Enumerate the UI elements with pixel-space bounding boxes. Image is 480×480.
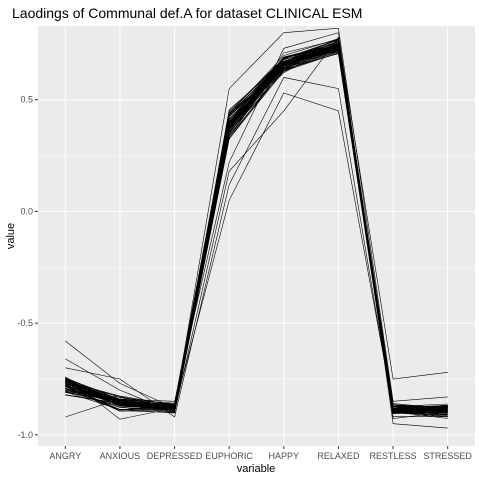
y-tick-label: 0.0: [20, 206, 33, 216]
series-line: [65, 36, 448, 413]
x-tick-label: DEPRESSED: [147, 451, 203, 461]
x-tick-label: ANGRY: [49, 451, 81, 461]
x-tick-label: HAPPY: [269, 451, 300, 461]
series-lines: [65, 27, 448, 429]
series-line: [65, 27, 448, 420]
y-tick-label: -0.5: [17, 318, 33, 328]
y-axis-title: value: [5, 223, 17, 249]
series-line: [65, 77, 448, 418]
x-tick-label: RESTLESS: [370, 451, 417, 461]
x-tick-label: ANXIOUS: [100, 451, 141, 461]
series-line: [65, 40, 448, 410]
chart-title: Laodings of Communal def.A for dataset C…: [12, 5, 363, 21]
x-tick-label: EUPHORIC: [205, 451, 253, 461]
x-tick-label: RELAXED: [317, 451, 360, 461]
x-axis: ANGRY ANXIOUS DEPRESSED EUPHORIC HAPPY RELAXE…: [49, 446, 472, 461]
y-axis: -1.0 -0.5 0.0 0.5: [17, 95, 38, 440]
y-tick-label: -1.0: [17, 430, 33, 440]
x-axis-title: variable: [237, 463, 276, 475]
y-tick-label: 0.5: [20, 95, 33, 105]
x-tick-label: STRESSED: [423, 451, 472, 461]
series-line: [65, 47, 448, 411]
